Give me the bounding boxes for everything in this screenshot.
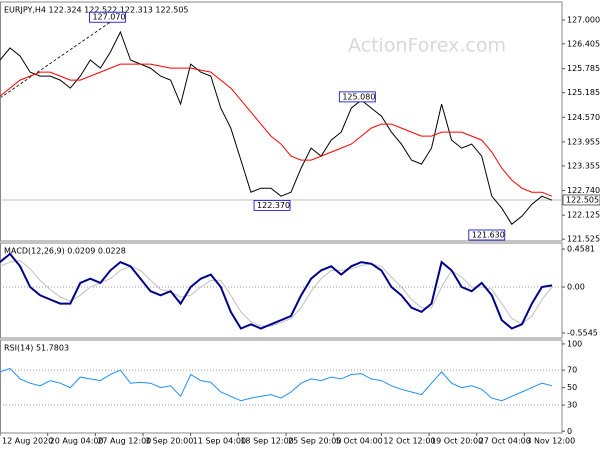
y-tick-label: 127.000 bbox=[567, 16, 600, 25]
series-line bbox=[0, 259, 553, 327]
x-tick-label: 27 Aug 12:00 bbox=[97, 437, 151, 446]
price-annotation: 121.630 bbox=[468, 229, 506, 241]
y-tick-label: 100 bbox=[567, 339, 582, 348]
series-line bbox=[0, 30, 553, 225]
y-tick-label: 125.785 bbox=[567, 64, 600, 73]
x-tick-label: 18 Sep 12:00 bbox=[240, 437, 293, 446]
y-tick-label: -0.5545 bbox=[567, 328, 598, 337]
x-tick-label: 12 Aug 2020 bbox=[2, 437, 53, 446]
y-tick-label: 123.955 bbox=[567, 137, 600, 146]
series-line bbox=[0, 63, 553, 197]
panel-frame bbox=[0, 339, 563, 434]
panel-frame bbox=[0, 1, 563, 242]
annotation-box bbox=[253, 199, 291, 211]
price-annotation: 127.070 bbox=[89, 11, 126, 23]
panel-title: MACD(12,26,9) 0.0209 0.0228 bbox=[4, 247, 126, 256]
y-tick-label: 50 bbox=[567, 383, 577, 392]
y-tick-label: 30 bbox=[567, 401, 577, 410]
panel-frame bbox=[0, 242, 563, 339]
x-tick-label: 27 Oct 04:00 bbox=[479, 437, 531, 446]
y-tick-label: 125.185 bbox=[567, 88, 600, 97]
watermark: ActionForex.com bbox=[348, 35, 506, 57]
trend-line bbox=[0, 11, 126, 99]
series-line bbox=[0, 252, 553, 330]
y-tick-label: 121.525 bbox=[567, 235, 600, 244]
y-tick-label: 122.740 bbox=[567, 186, 600, 195]
y-tick-label: 126.405 bbox=[567, 39, 600, 48]
x-tick-label: 19 Oct 20:00 bbox=[431, 437, 483, 446]
annotation-label: 121.630 bbox=[472, 230, 505, 239]
y-tick-label: 0.00 bbox=[567, 283, 585, 292]
y-tick-label: 70 bbox=[567, 366, 577, 375]
annotation-box bbox=[89, 11, 126, 23]
y-tick-label: 124.570 bbox=[567, 113, 600, 122]
panel-title: RSI(14) 51.7803 bbox=[4, 344, 69, 353]
price-annotation: 125.080 bbox=[338, 91, 376, 103]
x-tick-label: 25 Sep 20:00 bbox=[288, 437, 341, 446]
x-tick-label: 11 Sep 04:00 bbox=[193, 437, 246, 446]
y-tick-label: 0 bbox=[567, 427, 572, 436]
annotation-label: 125.080 bbox=[342, 92, 375, 101]
x-tick-label: 20 Aug 04:00 bbox=[50, 437, 104, 446]
x-tick-label: 12 Oct 12:00 bbox=[383, 437, 435, 446]
current-price-box bbox=[562, 194, 600, 206]
x-tick-label: 3 Sep 20:00 bbox=[145, 437, 193, 446]
y-tick-label: 123.355 bbox=[567, 161, 600, 170]
price-annotation: 122.370 bbox=[253, 199, 291, 211]
annotation-label: 127.070 bbox=[92, 13, 125, 22]
y-tick-label: 0.4581 bbox=[567, 245, 595, 254]
panel-title: EURJPY,H4 122.324 122.522 122.313 122.50… bbox=[4, 6, 189, 15]
annotation-box bbox=[468, 229, 506, 241]
annotation-label: 122.370 bbox=[257, 201, 290, 210]
y-tick-label: 122.125 bbox=[567, 211, 600, 220]
current-price-label: 122.505 bbox=[566, 195, 599, 204]
x-tick-label: 5 Oct 04:00 bbox=[336, 437, 383, 446]
series-line bbox=[0, 367, 553, 402]
annotation-box bbox=[338, 91, 376, 103]
x-tick-label: 3 Nov 12:00 bbox=[526, 437, 575, 446]
